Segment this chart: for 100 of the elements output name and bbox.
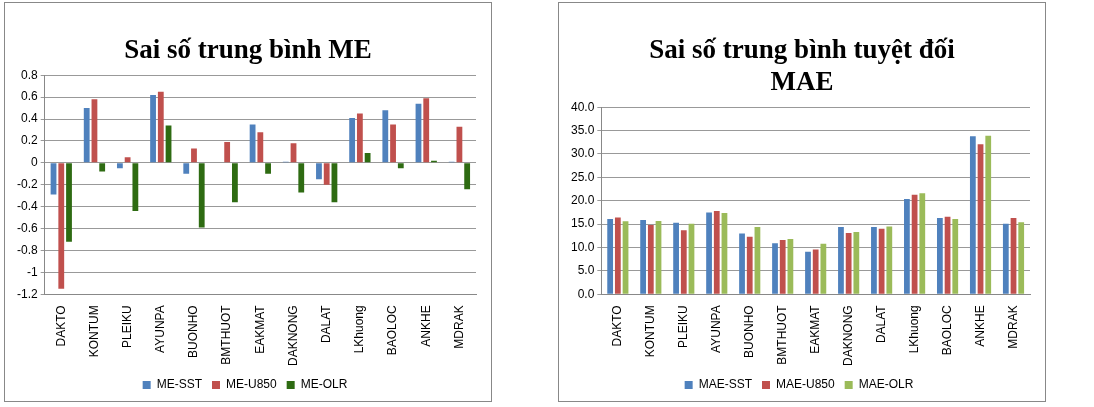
y-tick-label: 25.0 (571, 169, 595, 184)
x-tick-label: AYUNPA (709, 305, 724, 353)
y-tick-label: -1 (27, 264, 38, 279)
x-tick-label: KONTUM (86, 305, 101, 358)
y-tick-label: 0.2 (20, 133, 38, 148)
x-tick-label: BAOLOC (939, 304, 954, 356)
bar (191, 148, 197, 163)
bar (298, 163, 305, 193)
legend-label: ME-SST (156, 377, 203, 392)
x-tick-label: ANKHE (418, 305, 433, 347)
x-tick-label: EAKMAT (252, 304, 267, 354)
bar (640, 219, 647, 294)
bar (713, 211, 720, 294)
y-tick-label: 30.0 (571, 146, 595, 161)
y-tick-label: -0.6 (16, 220, 38, 235)
legend-label: ME-OLR (300, 377, 348, 392)
y-tick-label: 10.0 (571, 239, 595, 254)
x-tick-label: DAKNONG (840, 305, 855, 367)
bar (739, 233, 745, 294)
x-tick-label: BUONHO (742, 305, 757, 358)
bar (878, 228, 885, 294)
chart-title: Sai số trung bình tuyệt đối MAE (648, 33, 956, 97)
x-tick-label: LKhuong (906, 305, 921, 354)
x-tick-label: PLEIKU (676, 305, 691, 349)
bar (364, 152, 371, 163)
bar (349, 117, 356, 163)
bar (224, 142, 231, 163)
bar (969, 136, 976, 294)
x-tick-label: DAKNONG (285, 305, 300, 367)
bar (58, 163, 65, 289)
bar (397, 163, 404, 169)
bar (838, 226, 844, 294)
x-tick-label: MDRAK (1005, 305, 1020, 349)
y-tick-label: 40.0 (571, 99, 595, 114)
bar (1018, 222, 1025, 294)
y-tick-label: -0.2 (16, 177, 38, 192)
bar (183, 163, 190, 174)
x-tick-label: BMTHUOT (775, 304, 790, 365)
bar (132, 163, 139, 212)
bar (150, 94, 156, 163)
bar (680, 230, 687, 294)
bar (157, 91, 164, 163)
bar (919, 193, 926, 294)
bar (647, 225, 654, 294)
bar (323, 163, 330, 185)
y-tick-label: 35.0 (571, 122, 595, 137)
bar (985, 135, 992, 294)
bar (198, 163, 205, 228)
bar (1002, 223, 1009, 294)
bar (382, 110, 389, 163)
bar (614, 217, 621, 294)
bar (673, 222, 679, 294)
x-tick-label: LKhuong (352, 305, 367, 354)
bar (805, 251, 811, 294)
x-tick-label: ANKHE (972, 305, 987, 347)
bar (390, 124, 396, 163)
bar (746, 236, 753, 294)
bar (904, 198, 910, 294)
x-tick-label: PLEIKU (119, 305, 134, 349)
bar (607, 219, 614, 294)
legend-label: ME-U850 (225, 377, 277, 392)
y-tick-label: 5.0 (577, 263, 595, 278)
bar (116, 163, 123, 169)
legend-label: MAE-SST (698, 377, 753, 392)
y-tick-label: -1.2 (16, 286, 38, 301)
chart-title: Sai số trung bình ME (123, 33, 373, 65)
x-tick-label: AYUNPA (153, 305, 168, 353)
legend-label: MAE-U850 (775, 377, 835, 392)
x-tick-label: BUONHO (186, 305, 201, 358)
x-tick-label: DAKTO (53, 305, 68, 347)
bar (820, 243, 827, 294)
y-tick-label: 0.0 (577, 286, 595, 301)
bar (772, 243, 778, 294)
bar (812, 249, 819, 294)
bar (257, 132, 264, 163)
x-tick-label: BAOLOC (385, 304, 400, 356)
bar (265, 163, 271, 174)
bar (853, 232, 860, 294)
x-tick-label: DALAT (319, 304, 334, 344)
bar (232, 163, 238, 203)
x-tick-label: BMTHUOT (219, 304, 234, 365)
bar (952, 219, 959, 294)
x-tick-label: EAKMAT (807, 304, 822, 354)
x-tick-label: MDRAK (451, 305, 466, 349)
bar (886, 226, 893, 294)
bar (66, 163, 72, 242)
y-tick-label: 15.0 (571, 216, 595, 231)
bar (249, 124, 256, 163)
y-tick-label: 20.0 (571, 193, 595, 208)
x-tick-label: DAKTO (610, 305, 625, 347)
y-tick-label: -0.8 (16, 242, 38, 257)
bar (464, 163, 471, 190)
x-tick-label: KONTUM (643, 305, 658, 358)
bar (124, 157, 131, 163)
y-tick-label: -0.4 (16, 198, 38, 213)
y-tick-label: 0.4 (20, 111, 38, 126)
x-tick-label: DALAT (873, 304, 888, 344)
bar (83, 108, 90, 163)
bar (99, 163, 106, 172)
y-tick-label: 0 (30, 155, 38, 170)
